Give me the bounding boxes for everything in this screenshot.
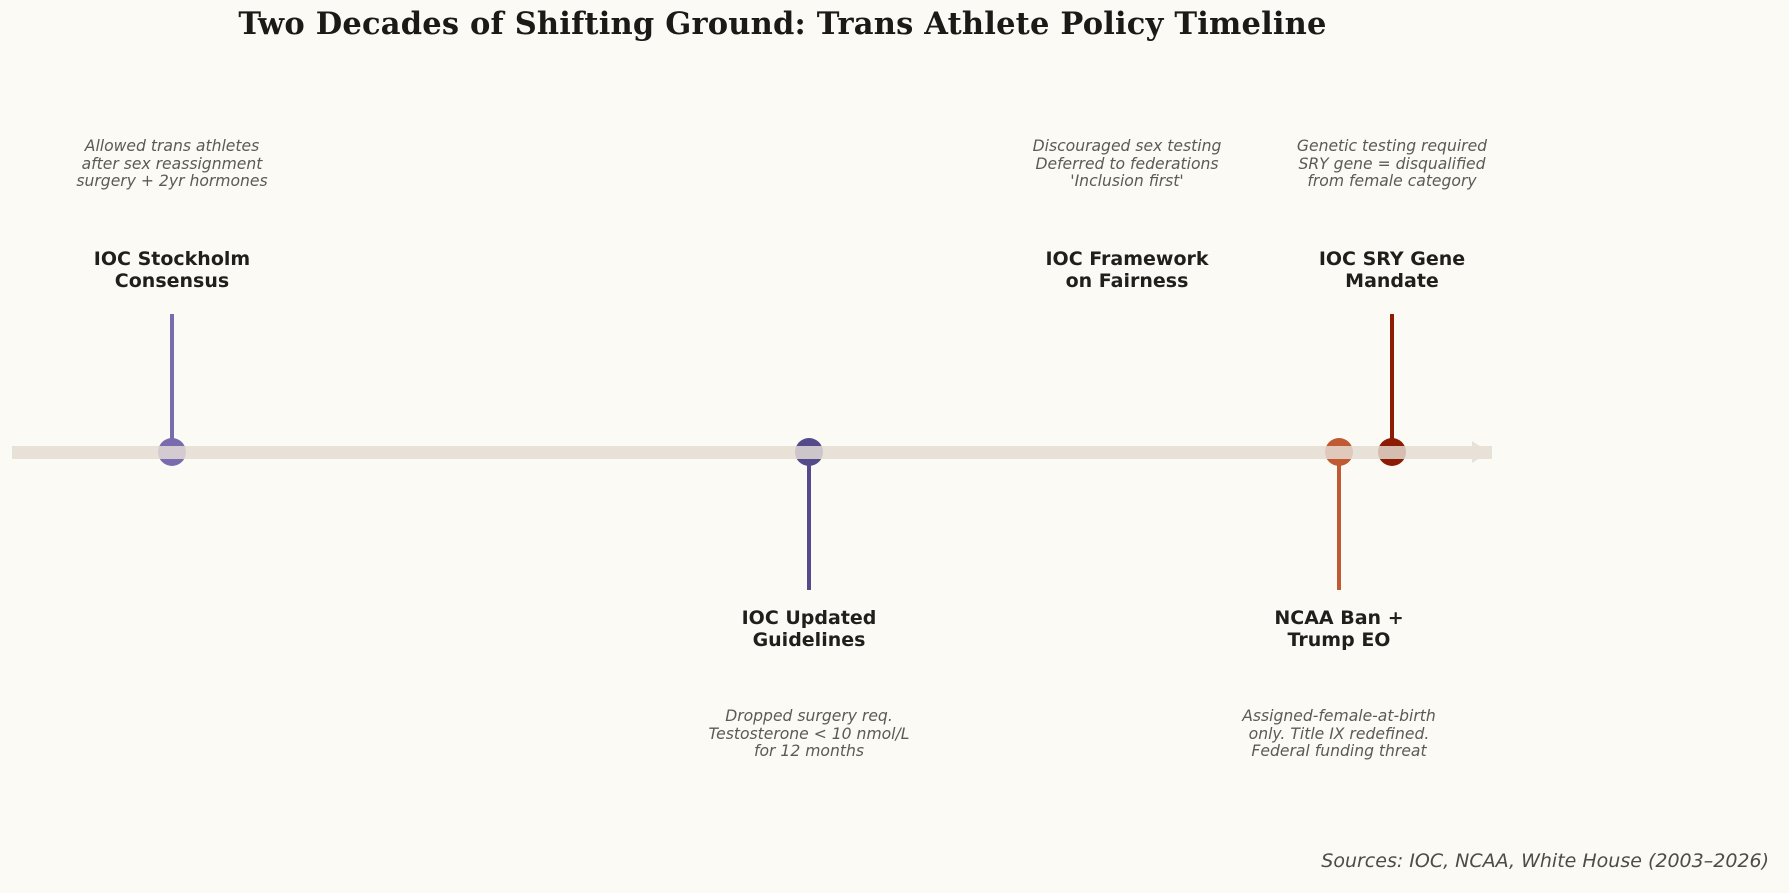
event-annotation: Allowed trans athletes after sex reassig… [76,137,268,191]
event-marker[interactable] [158,438,186,466]
event-annotation: Dropped surgery req. Testosterone < 10 n… [708,707,910,761]
event-label: IOC Stockholm Consensus [93,248,251,292]
event-marker[interactable] [1378,438,1406,466]
event-annotation: Assigned-female-at-birth only. Title IX … [1242,707,1436,761]
event-label: NCAA Ban + Trump EO [1274,607,1404,651]
event-label: IOC SRY Gene Mandate [1318,248,1466,292]
timeline-axis-arrow-icon [1472,441,1489,463]
event-marker[interactable] [1113,438,1141,466]
chart-title: Two Decades of Shifting Ground: Trans At… [238,6,1327,42]
event-annotation: Genetic testing required SRY gene = disq… [1296,137,1488,191]
event-annotation: Discouraged sex testing Deferred to fede… [1032,137,1222,191]
event-marker[interactable] [1325,438,1353,466]
event-label: IOC Framework on Fairness [1045,248,1209,292]
event-stem [1125,314,1129,452]
timeline-axis-line [12,446,1492,459]
event-label: IOC Updated Guidelines [741,607,877,651]
source-note: Sources: IOC, NCAA, White House (2003–20… [1321,850,1769,872]
event-stem [170,314,174,452]
event-stem [807,452,811,590]
event-stem [1390,314,1394,452]
event-stem [1337,452,1341,590]
event-marker[interactable] [795,438,823,466]
